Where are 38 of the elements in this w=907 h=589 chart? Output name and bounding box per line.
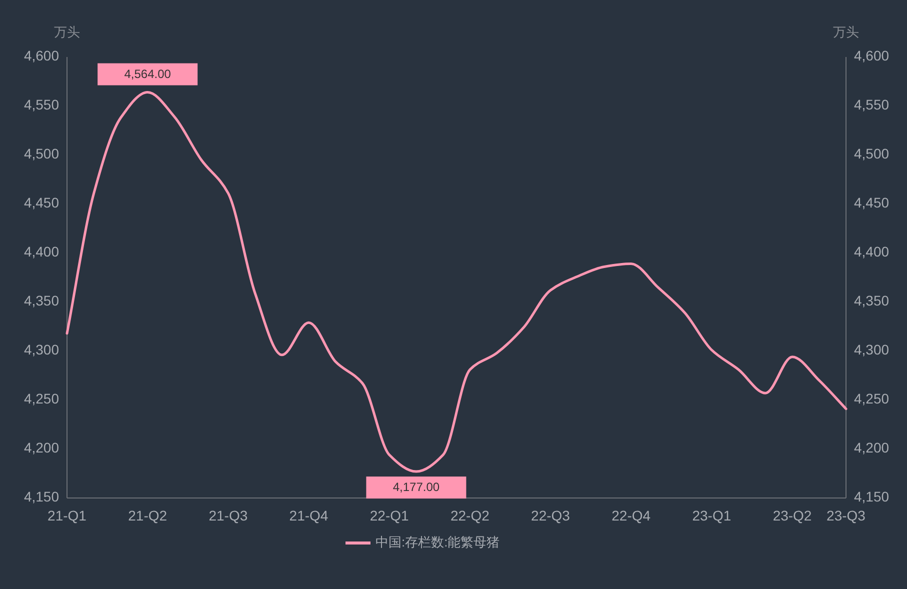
y-tick-label: 4,600 (24, 48, 60, 64)
x-tick-label: 22-Q3 (531, 508, 570, 524)
y-tick-label: 4,150 (24, 488, 60, 505)
x-tick-label: 23-Q2 (772, 508, 812, 524)
y-tick-label: 4,200 (24, 440, 60, 456)
y2-tick-label: 4,150 (854, 488, 890, 505)
y2-tick-label: 4,550 (854, 96, 890, 113)
y-tick-label: 4,450 (24, 194, 60, 211)
x-tick-label: 21-Q2 (128, 508, 168, 524)
y-tick-label: 4,250 (24, 390, 60, 407)
y2-tick-label: 4,350 (854, 292, 890, 309)
legend-label: 中国:存栏数:能繁母猪 (376, 534, 500, 550)
x-tick-label: 21-Q4 (289, 508, 328, 524)
x-tick-label: 23-Q3 (826, 508, 866, 524)
y-axis-title: 万头 (54, 24, 80, 40)
y2-tick-label: 4,400 (854, 244, 890, 260)
y-tick-label: 4,300 (24, 342, 60, 358)
x-tick-label: 21-Q1 (48, 508, 87, 524)
y-tick-label: 4,400 (24, 244, 60, 260)
y2-tick-label: 4,300 (854, 342, 890, 358)
y2-tick-label: 4,200 (854, 440, 890, 456)
y2-tick-label: 4,450 (854, 194, 890, 211)
x-tick-label: 21-Q3 (208, 508, 248, 524)
legend: 中国:存栏数:能繁母猪 (346, 534, 500, 550)
y2-tick-label: 4,500 (854, 146, 890, 162)
x-tick-label: 23-Q1 (692, 508, 732, 524)
data-label: 4,177.00 (392, 480, 440, 494)
y2-axis-title: 万头 (833, 24, 859, 40)
y2-tick-label: 4,600 (854, 48, 890, 64)
x-tick-label: 22-Q4 (612, 508, 651, 524)
x-tick-label: 22-Q1 (370, 508, 410, 524)
y-tick-label: 4,500 (24, 146, 60, 162)
y-tick-label: 4,350 (24, 292, 60, 309)
x-tick-label: 22-Q2 (450, 508, 490, 524)
y2-tick-label: 4,250 (854, 390, 890, 407)
data-label: 4,564.00 (124, 66, 172, 81)
line-series (66, 91, 848, 473)
y-tick-label: 4,550 (24, 96, 60, 113)
